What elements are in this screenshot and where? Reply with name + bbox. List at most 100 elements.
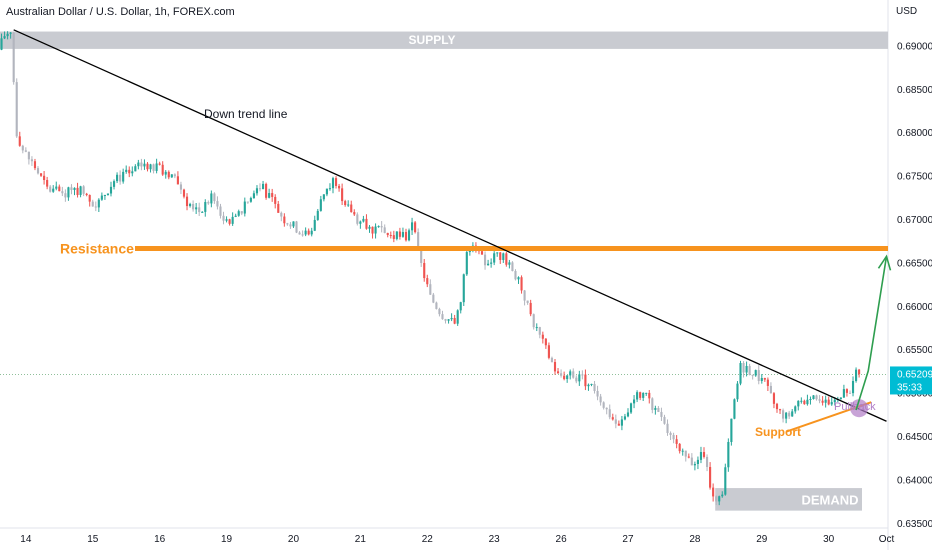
candle <box>845 389 849 393</box>
candle <box>584 374 587 387</box>
candle <box>222 215 225 221</box>
candle <box>629 403 633 413</box>
candle <box>699 452 703 460</box>
candle <box>727 441 730 468</box>
candle <box>855 369 858 382</box>
candle <box>407 230 411 241</box>
candle <box>766 379 769 386</box>
candle <box>237 211 240 216</box>
candle <box>350 204 353 213</box>
candle <box>94 206 97 208</box>
candle <box>462 274 465 303</box>
candle <box>623 416 627 420</box>
candle <box>398 231 401 237</box>
candle <box>170 174 173 178</box>
candle <box>602 402 605 408</box>
candle <box>55 186 58 189</box>
candle <box>322 194 325 200</box>
candle <box>833 399 836 403</box>
candle <box>666 423 669 433</box>
candle <box>751 374 754 376</box>
candle <box>563 375 566 380</box>
last-price-tag[interactable] <box>890 366 932 395</box>
candle <box>79 186 82 195</box>
candle <box>158 163 161 165</box>
candle <box>210 193 213 204</box>
candle <box>368 226 371 229</box>
candle <box>651 398 654 410</box>
candle <box>848 392 852 394</box>
candle <box>523 290 526 301</box>
candle <box>411 222 414 231</box>
candle <box>316 210 319 220</box>
candle <box>109 186 113 194</box>
projection-arrowhead <box>877 254 892 271</box>
x-tick-label: 20 <box>288 534 300 545</box>
candle <box>152 164 155 171</box>
candle <box>176 176 179 185</box>
candle <box>465 252 468 275</box>
candle <box>593 383 596 391</box>
candle <box>371 226 374 234</box>
candle <box>851 381 855 394</box>
y-tick-label: 0.65500 <box>897 345 932 356</box>
candle <box>353 212 356 215</box>
down-trend-line[interactable] <box>13 29 887 422</box>
candle <box>581 374 584 376</box>
x-tick-label: 23 <box>489 534 501 545</box>
candle <box>280 212 283 217</box>
candle <box>605 407 608 410</box>
candle <box>842 389 845 398</box>
candle <box>27 151 30 160</box>
candle <box>304 230 307 235</box>
candle <box>599 396 602 403</box>
y-tick-label: 0.64000 <box>897 475 932 486</box>
candle <box>359 221 362 224</box>
candle <box>146 163 149 170</box>
candle <box>9 32 12 34</box>
candle <box>383 227 386 233</box>
candle <box>715 496 718 502</box>
candle <box>73 187 76 190</box>
candle <box>511 262 514 271</box>
candle <box>331 178 335 189</box>
chart-title: Australian Dollar / U.S. Dollar, 1h, FOR… <box>6 6 235 18</box>
candle <box>550 357 554 363</box>
candle <box>480 251 484 255</box>
supply-zone[interactable] <box>0 31 888 49</box>
candle <box>782 410 785 419</box>
candle <box>295 221 298 233</box>
demand-zone[interactable] <box>715 488 862 511</box>
candle <box>684 450 687 457</box>
candle <box>657 408 660 412</box>
pullback-marker[interactable] <box>850 399 869 418</box>
candle <box>164 171 167 175</box>
candle <box>149 164 152 170</box>
candle <box>566 375 569 380</box>
candle <box>687 456 690 458</box>
candle <box>265 183 268 198</box>
candle <box>319 199 322 211</box>
candle <box>633 399 636 404</box>
candle <box>812 395 815 399</box>
candle <box>757 370 760 382</box>
candle <box>541 334 544 339</box>
candle <box>204 202 207 212</box>
candle <box>553 362 557 372</box>
candle <box>645 392 648 394</box>
candle <box>97 199 100 208</box>
candle <box>617 423 620 426</box>
candle <box>800 400 803 402</box>
candle <box>636 392 639 400</box>
x-tick-label: 26 <box>556 534 568 545</box>
y-tick-label: 0.69000 <box>897 41 932 52</box>
candle <box>569 371 572 376</box>
candle <box>21 145 24 151</box>
candle <box>52 188 55 192</box>
candle <box>824 399 827 403</box>
candle <box>347 204 350 206</box>
candle <box>24 150 27 152</box>
candle <box>435 302 438 309</box>
